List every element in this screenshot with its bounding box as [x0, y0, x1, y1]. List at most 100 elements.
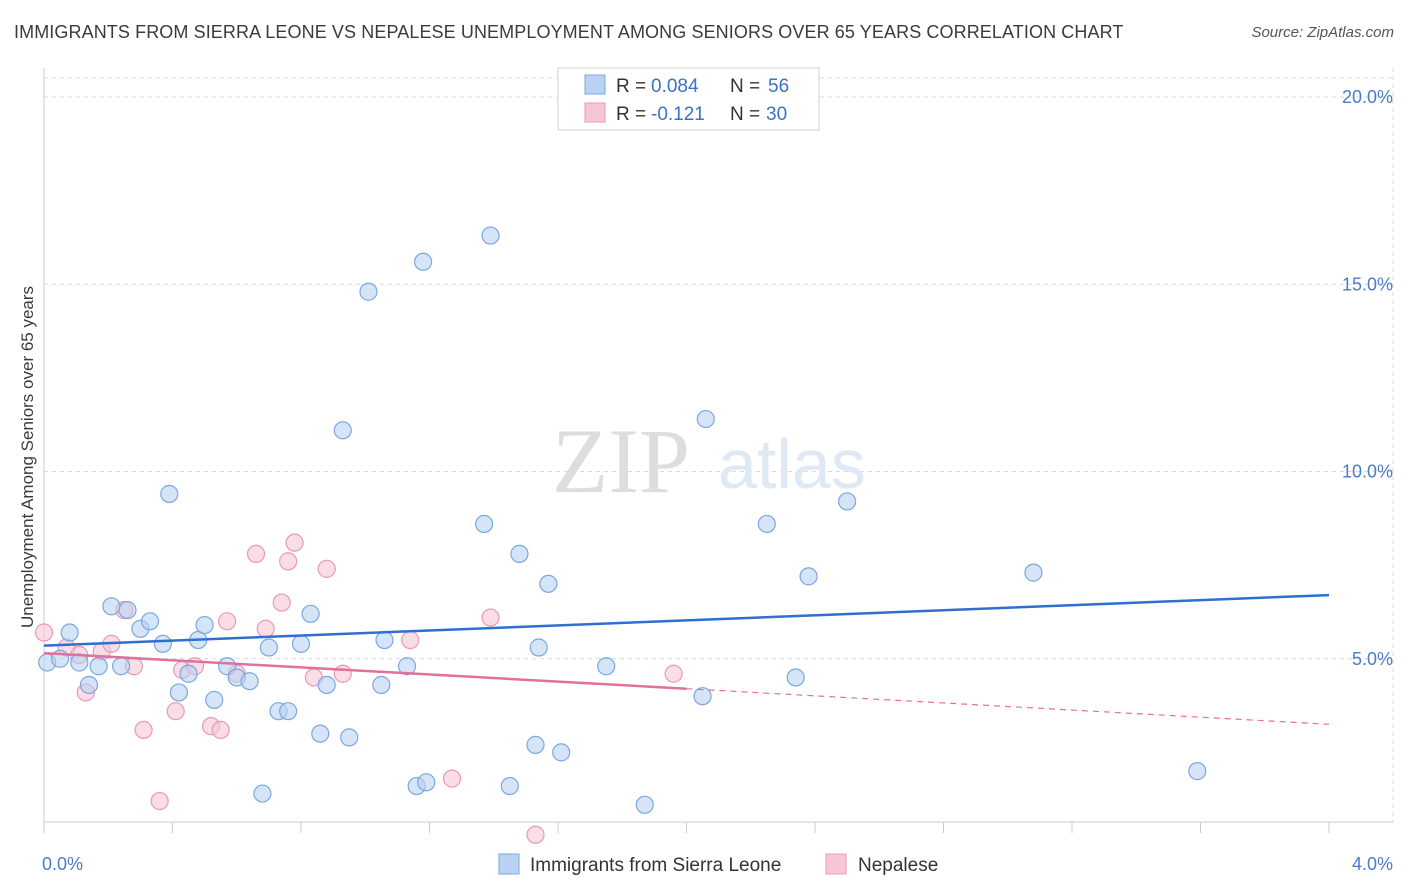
data-point: [693, 687, 712, 706]
chart-title: IMMIGRANTS FROM SIERRA LEONE VS NEPALESE…: [14, 22, 1124, 42]
x-tick-label-min: 0.0%: [42, 854, 83, 874]
data-point: [279, 552, 298, 571]
data-point: [375, 630, 394, 650]
data-point: [333, 664, 352, 683]
data-point: [481, 226, 500, 245]
data-point: [240, 672, 259, 691]
data-point: [475, 514, 494, 534]
data-point: [60, 623, 79, 642]
data-point: [539, 574, 558, 593]
correlation-legend: R = 0.084 N = 56 R = -0.121 N = 30: [557, 67, 820, 131]
data-point: [169, 683, 189, 702]
data-point: [786, 668, 805, 687]
data-point: [118, 600, 137, 620]
data-point: [838, 492, 857, 511]
data-point: [333, 421, 352, 440]
data-point: [799, 567, 818, 586]
trend-line-nepalese-extension: [686, 688, 1330, 725]
data-point: [195, 615, 214, 635]
data-point: [372, 675, 391, 695]
trend-lines: [43, 593, 1330, 725]
y-tick-label: 15.0%: [1342, 274, 1393, 294]
data-point: [102, 597, 121, 616]
data-point: [140, 612, 160, 631]
data-point: [218, 612, 237, 631]
data-point: [340, 728, 359, 747]
data-point: [211, 720, 230, 740]
data-point: [413, 252, 433, 271]
data-point: [1188, 761, 1207, 781]
data-point: [696, 409, 715, 429]
data-point: [552, 743, 571, 762]
data-point: [597, 657, 616, 676]
data-point: [417, 773, 436, 792]
data-point: [317, 675, 336, 695]
data-point: [757, 514, 776, 534]
series-legend-label-pink: Nepalese: [858, 855, 938, 876]
series-legend: Immigrants from Sierra Leone Nepalese: [498, 853, 938, 876]
data-point: [256, 619, 275, 638]
data-point: [179, 664, 198, 683]
data-point: [259, 638, 278, 657]
nepalese-points: [34, 533, 683, 844]
y-axis-title: Unemployment Among Seniors over 65 years: [18, 286, 37, 628]
data-point: [79, 675, 99, 695]
legend-r-label-pink: R =: [616, 104, 646, 125]
data-point: [311, 724, 330, 743]
data-point: [301, 604, 320, 623]
data-point: [1024, 563, 1043, 582]
legend-r-value-pink: -0.121: [651, 104, 705, 125]
data-point: [246, 544, 266, 563]
watermark-atlas: atlas: [718, 425, 866, 503]
data-point: [111, 657, 131, 676]
data-point: [401, 630, 420, 650]
legend-n-value-pink: 30: [766, 104, 787, 125]
trend-line-sierra-leone: [43, 593, 1330, 647]
data-point: [664, 664, 683, 683]
data-point: [150, 791, 169, 811]
data-point: [153, 634, 172, 653]
legend-swatch-blue: [584, 74, 606, 95]
data-point: [635, 795, 654, 814]
y-axis-labels: 5.0% 10.0% 15.0% 20.0%: [1342, 87, 1393, 669]
data-point: [510, 544, 529, 563]
data-point: [529, 638, 548, 657]
legend-r-label-blue: R =: [616, 76, 646, 97]
y-tick-label: 10.0%: [1342, 462, 1393, 482]
data-point: [442, 769, 462, 788]
data-point: [285, 533, 304, 552]
data-point: [134, 720, 153, 740]
data-point: [205, 690, 224, 710]
data-point: [481, 608, 500, 627]
series-legend-label-blue: Immigrants from Sierra Leone: [530, 855, 781, 876]
data-point: [500, 776, 519, 796]
legend-r-value-blue: 0.084: [651, 76, 699, 97]
x-tick-label-max: 4.0%: [1352, 854, 1393, 874]
x-axis-ticks: [43, 822, 1330, 833]
legend-swatch-pink: [584, 102, 606, 123]
legend-n-label-blue: N =: [730, 76, 760, 97]
sierra-leone-points: [38, 226, 1207, 814]
trend-line-nepalese: [43, 651, 687, 690]
data-point: [291, 634, 311, 653]
data-point: [359, 282, 378, 301]
legend-n-value-blue: 56: [768, 76, 789, 97]
legend-n-label-pink: N =: [730, 104, 760, 125]
y-tick-label: 5.0%: [1352, 649, 1393, 669]
source-label: Source: ZipAtlas.com: [1251, 24, 1394, 41]
y-tick-label: 20.0%: [1342, 87, 1393, 107]
data-point: [317, 559, 336, 578]
series-legend-swatch-pink: [825, 853, 847, 875]
data-point: [397, 657, 417, 676]
series-legend-swatch-blue: [498, 853, 520, 875]
data-point: [526, 735, 545, 754]
data-point: [160, 484, 179, 504]
data-point: [279, 702, 298, 721]
data-point: [34, 623, 54, 642]
data-point: [166, 702, 185, 721]
data-point: [89, 657, 108, 676]
data-point: [253, 784, 272, 803]
watermark: ZIP atlas: [552, 410, 866, 512]
watermark-zip: ZIP: [552, 410, 690, 512]
